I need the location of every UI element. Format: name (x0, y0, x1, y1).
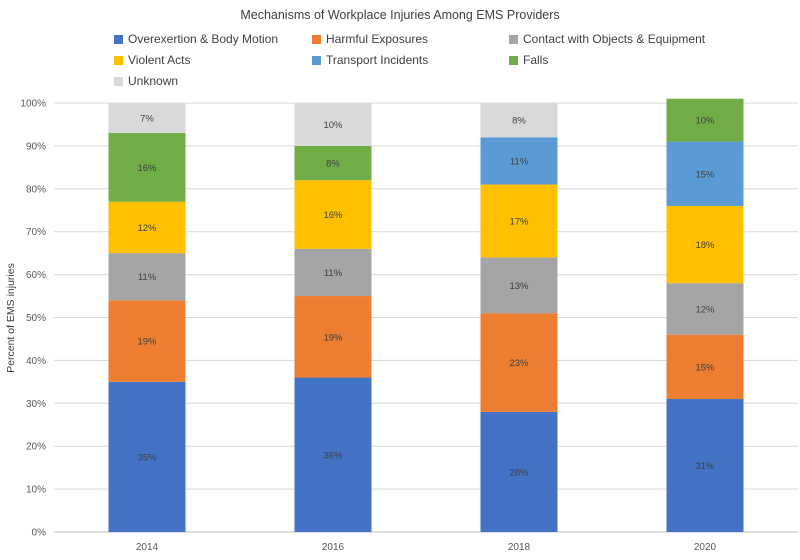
legend-swatch (114, 76, 123, 86)
legend-swatch (509, 55, 518, 65)
data-label: 12% (695, 304, 715, 315)
bar-segment (294, 145, 372, 181)
data-label: 7% (140, 114, 154, 125)
bar-segment (666, 98, 744, 142)
legend-swatch (114, 34, 123, 44)
data-label: 16% (323, 210, 343, 221)
chart-title: Mechanisms of Workplace Injuries Among E… (240, 8, 560, 22)
legend-label: Contact with Objects & Equipment (523, 32, 706, 46)
bar-segment (480, 103, 558, 138)
legend-item: Violent Acts (114, 53, 190, 67)
bar-segment (294, 180, 372, 249)
y-tick-label: 40% (26, 356, 46, 367)
legend-label: Falls (523, 53, 549, 67)
bar-segment (666, 283, 744, 335)
y-tick-label: 20% (26, 442, 46, 453)
bar-segment (108, 300, 186, 382)
x-tick-label: 2016 (322, 542, 345, 553)
data-label: 35% (137, 452, 157, 463)
bar-segment (108, 133, 186, 202)
bar-segment (294, 377, 372, 532)
data-label: 23% (509, 358, 529, 369)
legend-item: Contact with Objects & Equipment (509, 32, 705, 46)
y-tick-label: 0% (32, 528, 47, 539)
data-label: 8% (512, 116, 526, 127)
bar-segment (108, 253, 186, 301)
x-tick-label: 2018 (508, 542, 531, 553)
y-tick-label: 100% (20, 99, 46, 110)
legend-label: Transport Incidents (326, 53, 429, 67)
bar-segment (294, 296, 372, 378)
data-label: 12% (137, 223, 157, 234)
legend-label: Harmful Exposures (326, 32, 429, 46)
legend-swatch (509, 34, 518, 44)
data-label: 18% (695, 240, 715, 251)
legend-item: Transport Incidents (312, 53, 428, 67)
data-label: 8% (326, 159, 340, 170)
legend-swatch (312, 34, 321, 44)
bar-segment (480, 137, 558, 185)
data-label: 16% (137, 163, 157, 174)
data-label: 28% (509, 467, 529, 478)
y-axis-label: Percent of EMS injuries (5, 263, 17, 373)
legend-label: Unknown (128, 74, 179, 88)
bar-segment (666, 399, 744, 532)
y-tick-label: 10% (26, 485, 46, 496)
legend-item: Falls (509, 53, 548, 67)
data-label: 15% (695, 169, 715, 180)
bar-segment (108, 381, 186, 532)
bar-segment (666, 205, 744, 284)
bar-segment (666, 141, 744, 206)
data-label: 10% (695, 116, 715, 127)
bar-segment (108, 201, 186, 254)
bar-segment (666, 334, 744, 400)
legend-item: Unknown (114, 74, 178, 88)
legend-label: Overexertion & Body Motion (128, 32, 279, 46)
bar-segment (480, 411, 558, 532)
data-label: 11% (138, 272, 157, 283)
data-label: 11% (510, 156, 529, 167)
y-tick-label: 80% (26, 184, 46, 195)
y-tick-label: 70% (26, 227, 46, 238)
legend-label: Violent Acts (128, 53, 191, 67)
data-label: 11% (324, 268, 343, 279)
data-label: 19% (323, 332, 343, 343)
bar-segment (480, 313, 558, 412)
x-tick-label: 2020 (694, 542, 717, 553)
bar-segment (294, 103, 372, 146)
data-label: 31% (695, 461, 715, 472)
data-label: 15% (695, 362, 715, 373)
y-tick-label: 90% (26, 141, 46, 152)
y-tick-label: 60% (26, 270, 46, 281)
legend-swatch (114, 55, 123, 65)
data-label: 10% (323, 120, 343, 131)
x-tick-label: 2014 (136, 542, 159, 553)
data-label: 17% (509, 216, 529, 227)
bar-segment (108, 103, 186, 134)
data-label: 36% (323, 450, 343, 461)
legend-swatch (312, 55, 321, 65)
data-label: 13% (509, 281, 529, 292)
data-label: 19% (137, 337, 157, 348)
bar-segment (480, 184, 558, 258)
y-tick-label: 50% (26, 313, 46, 324)
legend-item: Overexertion & Body Motion (114, 32, 278, 46)
legend-item: Harmful Exposures (312, 32, 428, 46)
y-tick-label: 30% (26, 399, 46, 410)
bar-segment (480, 257, 558, 314)
bar-segment (294, 248, 372, 297)
